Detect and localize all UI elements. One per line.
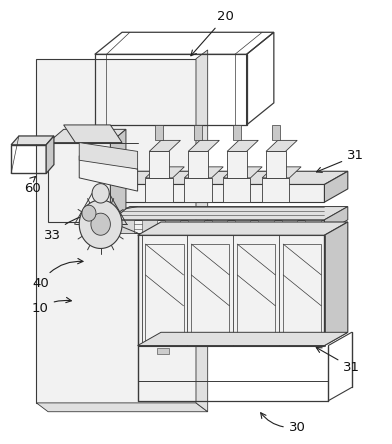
Polygon shape [157,348,169,354]
Polygon shape [325,206,348,233]
Polygon shape [305,220,321,233]
Polygon shape [184,167,223,178]
Polygon shape [188,151,208,178]
Polygon shape [233,125,241,140]
Polygon shape [281,220,297,233]
Polygon shape [118,220,134,233]
Polygon shape [107,206,348,220]
Polygon shape [223,167,262,178]
Polygon shape [196,50,208,412]
Polygon shape [157,281,169,288]
Polygon shape [11,136,54,145]
Polygon shape [92,184,109,203]
Polygon shape [149,151,169,178]
Polygon shape [145,167,184,178]
Polygon shape [212,220,227,233]
Text: 31: 31 [316,149,364,172]
Polygon shape [227,140,258,151]
Polygon shape [145,178,172,202]
Polygon shape [262,167,301,178]
Polygon shape [157,304,169,310]
Polygon shape [149,140,180,151]
Polygon shape [272,125,279,140]
Polygon shape [107,220,325,233]
Polygon shape [91,213,111,235]
Polygon shape [79,143,138,169]
Polygon shape [223,178,250,202]
Polygon shape [227,151,247,178]
Polygon shape [165,220,180,233]
Text: 60: 60 [24,177,41,195]
Polygon shape [64,125,122,143]
Polygon shape [48,129,126,143]
Polygon shape [188,140,220,151]
Polygon shape [157,326,169,332]
Polygon shape [194,125,202,140]
Polygon shape [262,178,289,202]
Text: 40: 40 [32,258,83,290]
Polygon shape [107,171,348,185]
Polygon shape [266,140,297,151]
Polygon shape [258,220,274,233]
Polygon shape [107,185,325,202]
Text: 33: 33 [44,211,98,242]
Polygon shape [138,235,325,345]
Polygon shape [48,143,111,222]
Polygon shape [188,220,204,233]
Text: 10: 10 [32,297,71,314]
Text: 31: 31 [316,348,360,374]
Polygon shape [79,200,122,249]
Polygon shape [325,171,348,202]
Polygon shape [235,220,250,233]
Polygon shape [36,59,196,403]
Text: 20: 20 [191,10,234,56]
Polygon shape [184,178,212,202]
Polygon shape [36,403,208,412]
Polygon shape [138,332,348,345]
Polygon shape [46,136,54,174]
Polygon shape [325,222,348,345]
Polygon shape [266,151,285,178]
Polygon shape [138,222,348,235]
Polygon shape [111,129,126,222]
Polygon shape [155,125,163,140]
Polygon shape [79,156,138,191]
Text: 30: 30 [261,413,306,434]
Polygon shape [142,220,157,233]
Polygon shape [82,205,96,221]
